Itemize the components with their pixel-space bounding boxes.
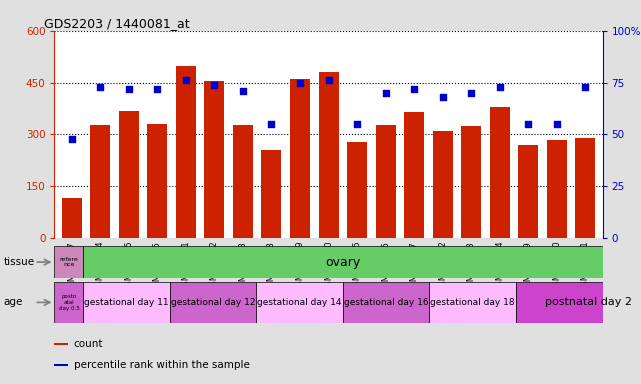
Text: postn
atal
day 0.5: postn atal day 0.5 [58, 294, 79, 311]
Bar [576, 138, 595, 238]
Point [95, 84, 105, 90]
Text: ovary: ovary [326, 256, 360, 268]
Point [266, 121, 276, 127]
Text: gestational day 18: gestational day 18 [430, 298, 515, 307]
Bar [290, 79, 310, 238]
Point [466, 90, 476, 96]
Bar [83, 282, 170, 323]
Point [209, 81, 219, 88]
Point [381, 90, 391, 96]
Bar [462, 126, 481, 238]
Bar [54, 282, 83, 323]
Point [409, 86, 419, 92]
Bar [256, 282, 343, 323]
Point [124, 86, 134, 92]
Bar [343, 282, 429, 323]
Bar [170, 282, 256, 323]
Text: count: count [74, 339, 103, 349]
Text: age: age [3, 297, 22, 308]
Text: percentile rank within the sample: percentile rank within the sample [74, 360, 249, 370]
Bar [233, 125, 253, 238]
Bar [147, 124, 167, 238]
Point [523, 121, 533, 127]
Text: gestational day 11: gestational day 11 [84, 298, 169, 307]
Point [580, 84, 590, 90]
Point [181, 78, 191, 84]
Bar [429, 282, 516, 323]
Bar [490, 108, 510, 238]
Bar [119, 111, 138, 238]
Text: GDS2203 / 1440081_at: GDS2203 / 1440081_at [44, 17, 189, 30]
Point [323, 78, 333, 84]
Point [352, 121, 362, 127]
Point [295, 79, 305, 86]
Bar [516, 282, 641, 323]
Point [495, 84, 505, 90]
Bar [54, 364, 68, 366]
Bar [347, 142, 367, 238]
Text: tissue: tissue [3, 257, 35, 267]
Bar [547, 139, 567, 238]
Bar [90, 125, 110, 238]
Point [67, 136, 77, 142]
Bar [62, 198, 81, 238]
Point [552, 121, 562, 127]
Text: postnatal day 2: postnatal day 2 [545, 297, 631, 308]
Bar [54, 246, 83, 278]
Point [152, 86, 162, 92]
Bar [176, 66, 196, 238]
Point [438, 94, 448, 100]
Text: gestational day 16: gestational day 16 [344, 298, 429, 307]
Point [238, 88, 248, 94]
Bar [433, 131, 453, 238]
Bar [376, 125, 395, 238]
Text: gestational day 12: gestational day 12 [171, 298, 255, 307]
Bar [319, 72, 338, 238]
Bar [262, 150, 281, 238]
Bar [519, 145, 538, 238]
Bar [204, 81, 224, 238]
Text: gestational day 14: gestational day 14 [258, 298, 342, 307]
Bar [404, 112, 424, 238]
Bar [54, 343, 68, 345]
Text: refere
nce: refere nce [60, 257, 78, 267]
